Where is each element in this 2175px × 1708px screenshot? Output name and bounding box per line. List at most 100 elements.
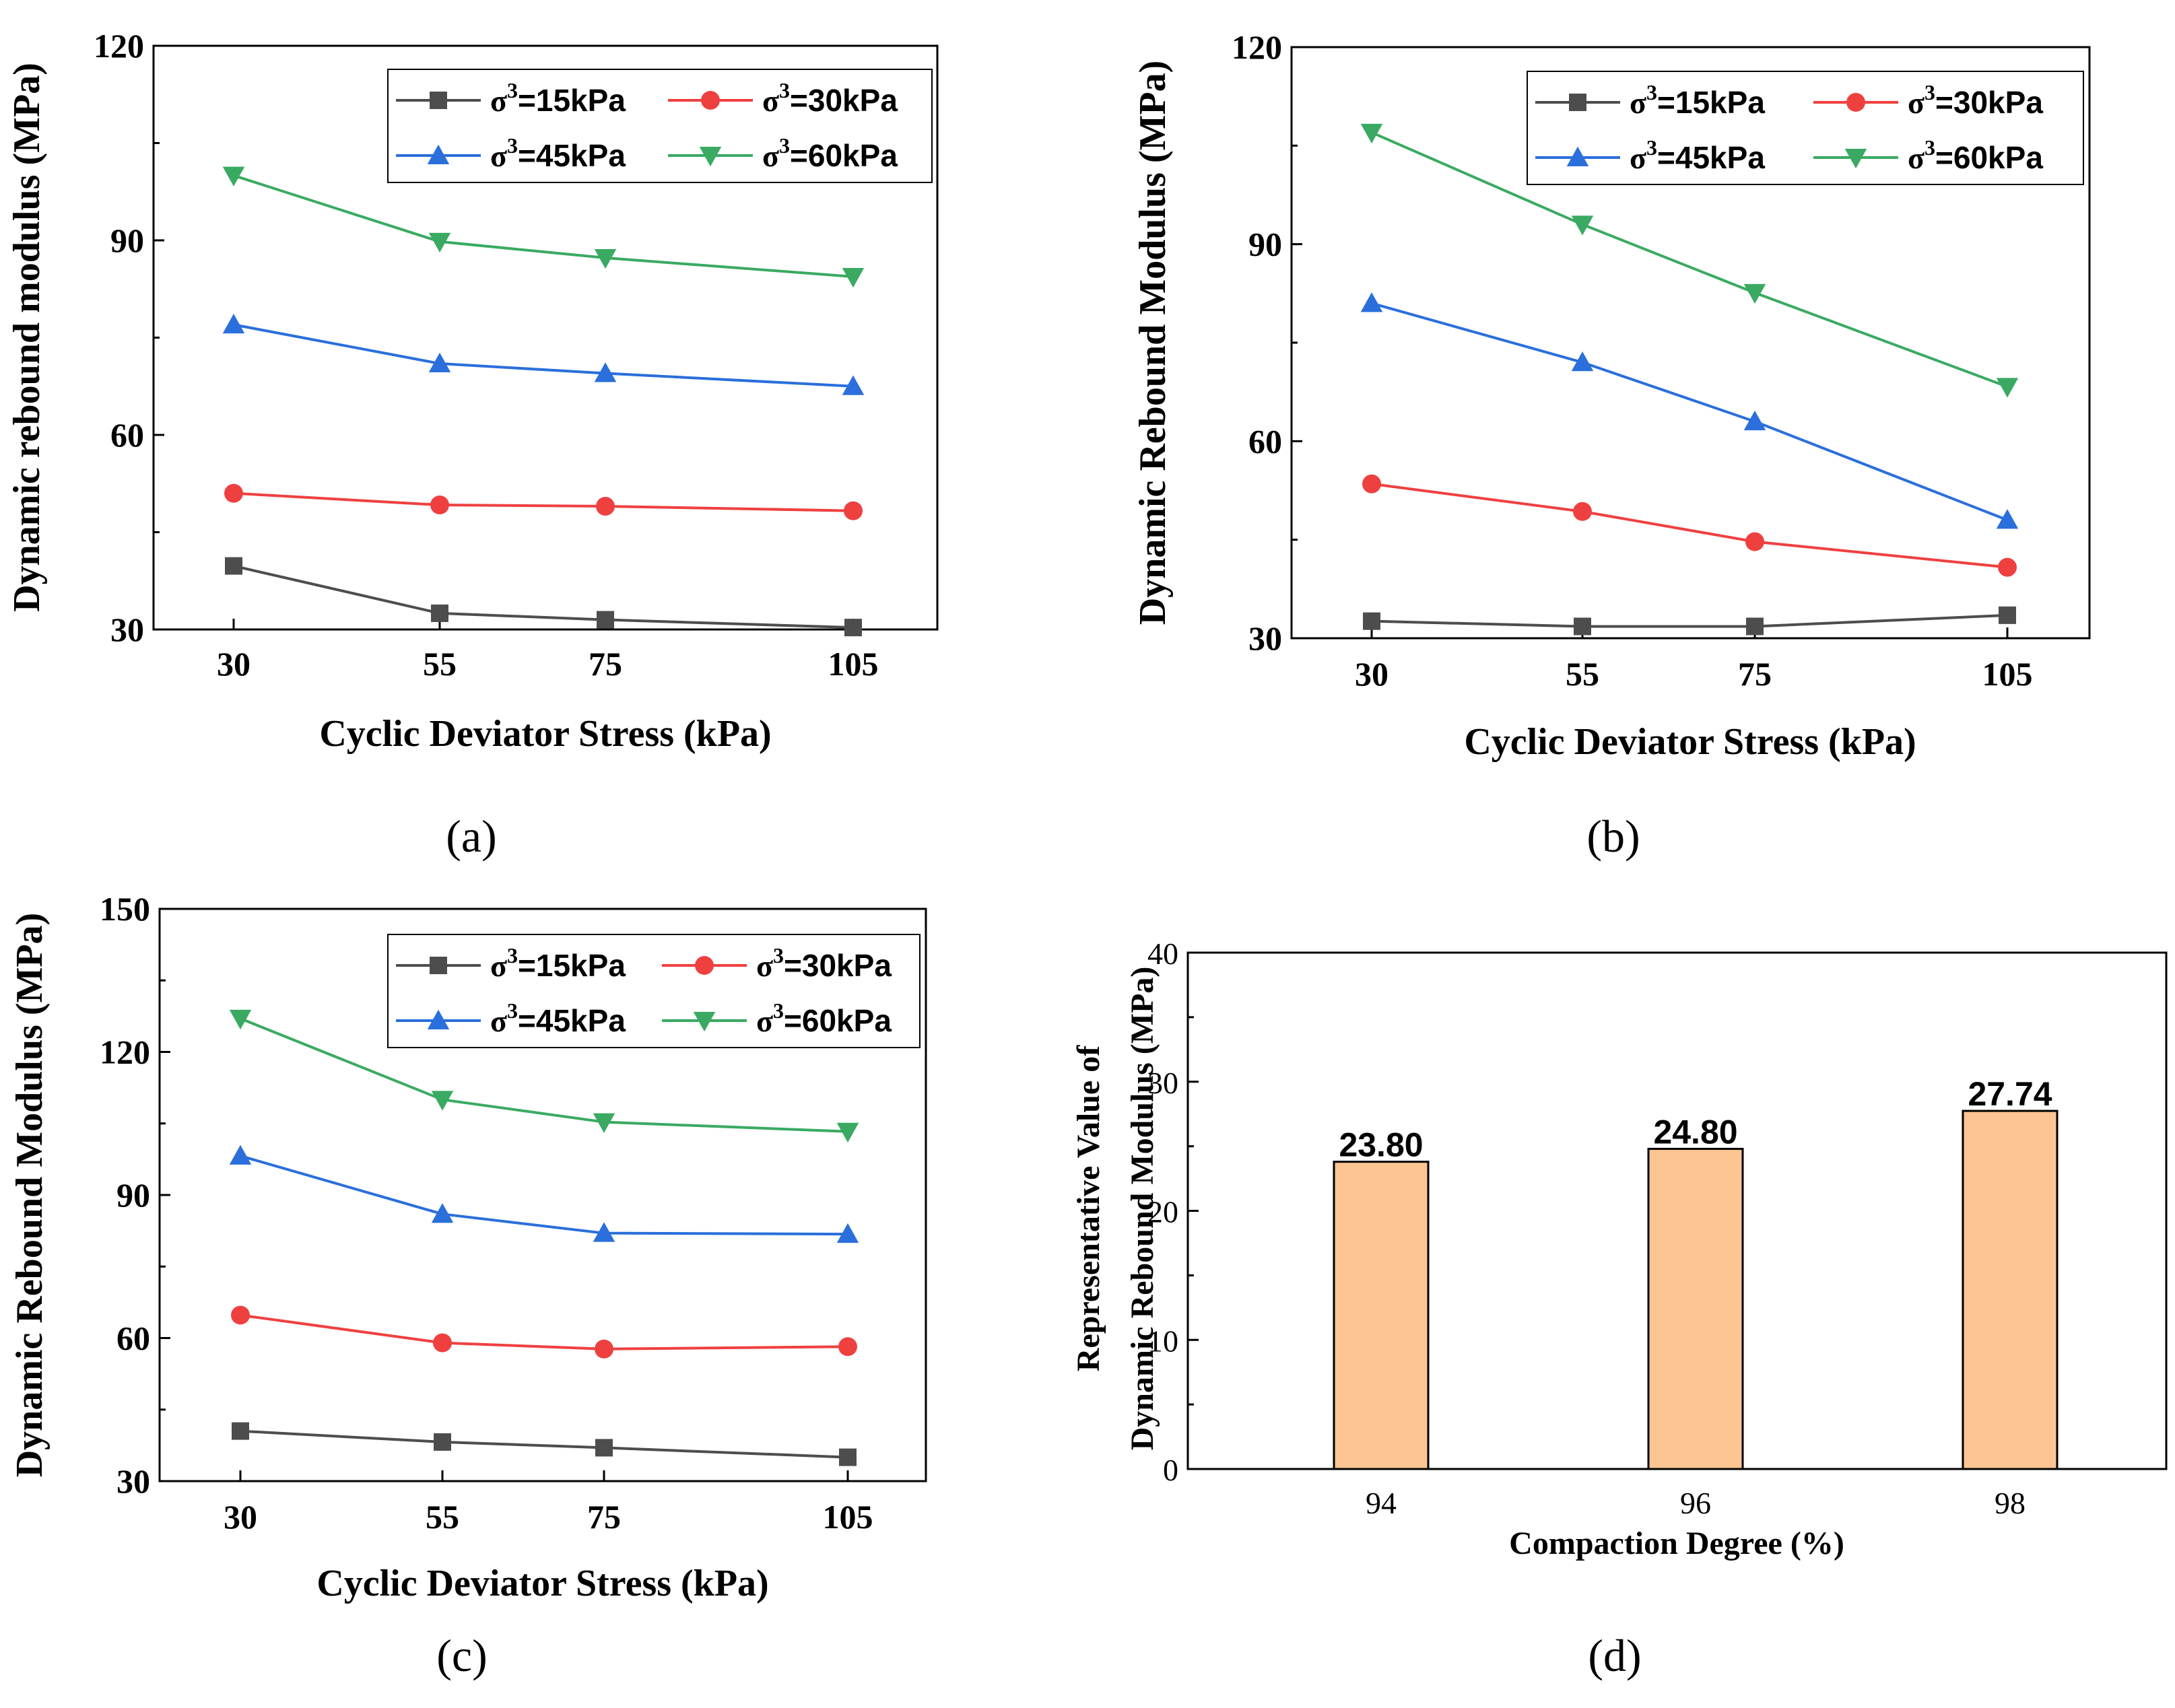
series-line-b-s30 xyxy=(1371,482,2008,569)
data-point-b-s30 xyxy=(1745,532,1764,551)
x-tick-label-d: 96 xyxy=(1680,1486,1711,1520)
data-point-c-s60 xyxy=(593,1113,615,1133)
legend-label-a-s30: σ3=30kPa xyxy=(762,78,898,118)
data-point-c-s60 xyxy=(431,1091,454,1111)
data-point-a-s45 xyxy=(428,352,451,373)
legend-label-c-s15: σ3=15kPa xyxy=(490,943,626,983)
legend-superscript: 3 xyxy=(773,943,784,967)
legend-sigma: σ xyxy=(756,1004,773,1038)
data-point-b-s30 xyxy=(1998,557,2017,577)
legend-sigma: σ xyxy=(490,949,507,983)
x-tick-label-a: 55 xyxy=(423,645,457,683)
data-point-b-s15 xyxy=(1746,617,1764,636)
legend-superscript: 3 xyxy=(779,133,790,158)
y-tick-label-b: 30 xyxy=(1248,619,1282,657)
data-point-b-s60 xyxy=(1996,378,2019,398)
y-tick-label-c: 60 xyxy=(116,1320,150,1357)
legend-sigma: σ xyxy=(762,83,779,118)
data-point-c-s45 xyxy=(431,1203,454,1223)
x-tick-label-b: 75 xyxy=(1738,655,1772,693)
y-tick-label-c: 150 xyxy=(100,890,150,928)
panel-label-c: (c) xyxy=(436,1630,487,1681)
panel-label-d: (d) xyxy=(1588,1630,1641,1681)
legend-sigma: σ xyxy=(490,83,507,118)
data-point-b-s45 xyxy=(1996,509,2019,529)
legend-marker-a-s30 xyxy=(701,91,720,110)
data-point-a-s60 xyxy=(594,249,617,269)
data-point-c-s30 xyxy=(433,1333,452,1353)
series-line-b-s45 xyxy=(1371,302,2008,522)
legend-item-b-s30: σ3=30kPa xyxy=(1813,80,2043,120)
x-axis-title-b: Cyclic Deviator Stress (kPa) xyxy=(1464,721,1916,763)
y-tick-label-c: 120 xyxy=(100,1033,150,1071)
legend-superscript: 3 xyxy=(507,998,518,1023)
legend-marker-a-s15 xyxy=(430,92,447,109)
series-c-s45 xyxy=(229,1145,859,1243)
x-axis-title-c: Cyclic Deviator Stress (kPa) xyxy=(316,1563,768,1604)
x-axis-title-a: Cyclic Deviator Stress (kPa) xyxy=(319,713,771,755)
legend-superscript: 3 xyxy=(1925,80,1935,104)
legend-label-a-s60: σ3=60kPa xyxy=(762,133,898,173)
legend-suffix: =30kPa xyxy=(784,948,892,983)
data-point-a-s30 xyxy=(844,501,863,520)
data-point-b-s45 xyxy=(1743,410,1766,431)
data-point-c-s60 xyxy=(229,1009,252,1030)
data-point-b-s60 xyxy=(1360,123,1383,144)
legend-item-a-s15: σ3=15kPa xyxy=(396,78,626,118)
series-a-s60 xyxy=(222,166,865,288)
y-axis-title-a: Dynamic rebound modulus (MPa) xyxy=(6,63,48,612)
bar-value-label-98: 27.74 xyxy=(1968,1075,2052,1113)
data-point-b-s45 xyxy=(1571,351,1594,372)
panel-d: 0 10 20 30 40 94 96 98 Compaction Degree (%) Repr… xyxy=(1071,936,2168,1681)
series-b-s30 xyxy=(1362,474,2017,577)
legend-suffix: =15kPa xyxy=(518,948,626,983)
legend-superscript: 3 xyxy=(1646,135,1657,160)
legend-item-a-s60: σ3=60kPa xyxy=(668,133,898,173)
data-point-a-s45 xyxy=(222,313,245,334)
legend-label-b-s45: σ3=45kPa xyxy=(1630,135,1765,175)
data-point-a-s45 xyxy=(594,362,617,382)
data-point-b-s30 xyxy=(1573,502,1592,521)
data-point-c-s30 xyxy=(838,1337,857,1357)
data-point-b-s30 xyxy=(1362,474,1381,493)
y-tick-label-d: 30 xyxy=(1147,1066,1178,1100)
x-tick-label-a: 75 xyxy=(589,645,622,683)
data-point-a-s15 xyxy=(597,611,614,629)
legend-superscript: 3 xyxy=(1925,135,1935,160)
legend-marker-c-s15 xyxy=(430,957,447,974)
x-tick-label-b: 55 xyxy=(1566,655,1599,693)
legend-superscript: 3 xyxy=(507,78,518,102)
legend-item-b-s60: σ3=60kPa xyxy=(1813,135,2043,175)
legend-item-b-s15: σ3=15kPa xyxy=(1535,80,1765,120)
legend-superscript: 3 xyxy=(1646,80,1657,104)
y-axis-title-b: Dynamic Rebound Modulus (MPa) xyxy=(1132,61,1174,625)
legend-sigma: σ xyxy=(1630,141,1646,175)
legend-superscript: 3 xyxy=(507,133,518,158)
legend-item-b-s45: σ3=45kPa xyxy=(1535,135,1765,175)
y-tick-label-d: 0 xyxy=(1163,1453,1178,1487)
bar-value-label-94: 23.80 xyxy=(1339,1126,1423,1164)
y-tick-label-d: 40 xyxy=(1147,936,1178,971)
series-line-a-s15 xyxy=(233,564,854,629)
data-point-c-s30 xyxy=(595,1339,613,1359)
data-point-c-s30 xyxy=(231,1305,250,1325)
y-axis-title-c: Dynamic Rebound Modulus (MPa) xyxy=(9,913,51,1478)
series-a-s30 xyxy=(224,483,863,520)
legend-label-b-s15: σ3=15kPa xyxy=(1630,80,1765,120)
legend-marker-c-s60 xyxy=(693,1012,716,1032)
x-tick-label-c: 105 xyxy=(823,1498,873,1536)
data-point-b-s60 xyxy=(1743,283,1766,304)
data-point-c-s45 xyxy=(836,1223,859,1243)
bar-96 xyxy=(1647,1147,1744,1470)
legend-marker-c-s45 xyxy=(427,1009,450,1029)
legend-sigma: σ xyxy=(1908,141,1925,175)
legend-marker-b-s60 xyxy=(1844,149,1867,169)
data-point-a-s45 xyxy=(842,375,865,395)
x-tick-label-c: 75 xyxy=(587,1498,621,1536)
y-axis-title-line1-d: Representative Value of xyxy=(1071,1045,1106,1371)
legend-suffix: =15kPa xyxy=(1657,85,1765,120)
